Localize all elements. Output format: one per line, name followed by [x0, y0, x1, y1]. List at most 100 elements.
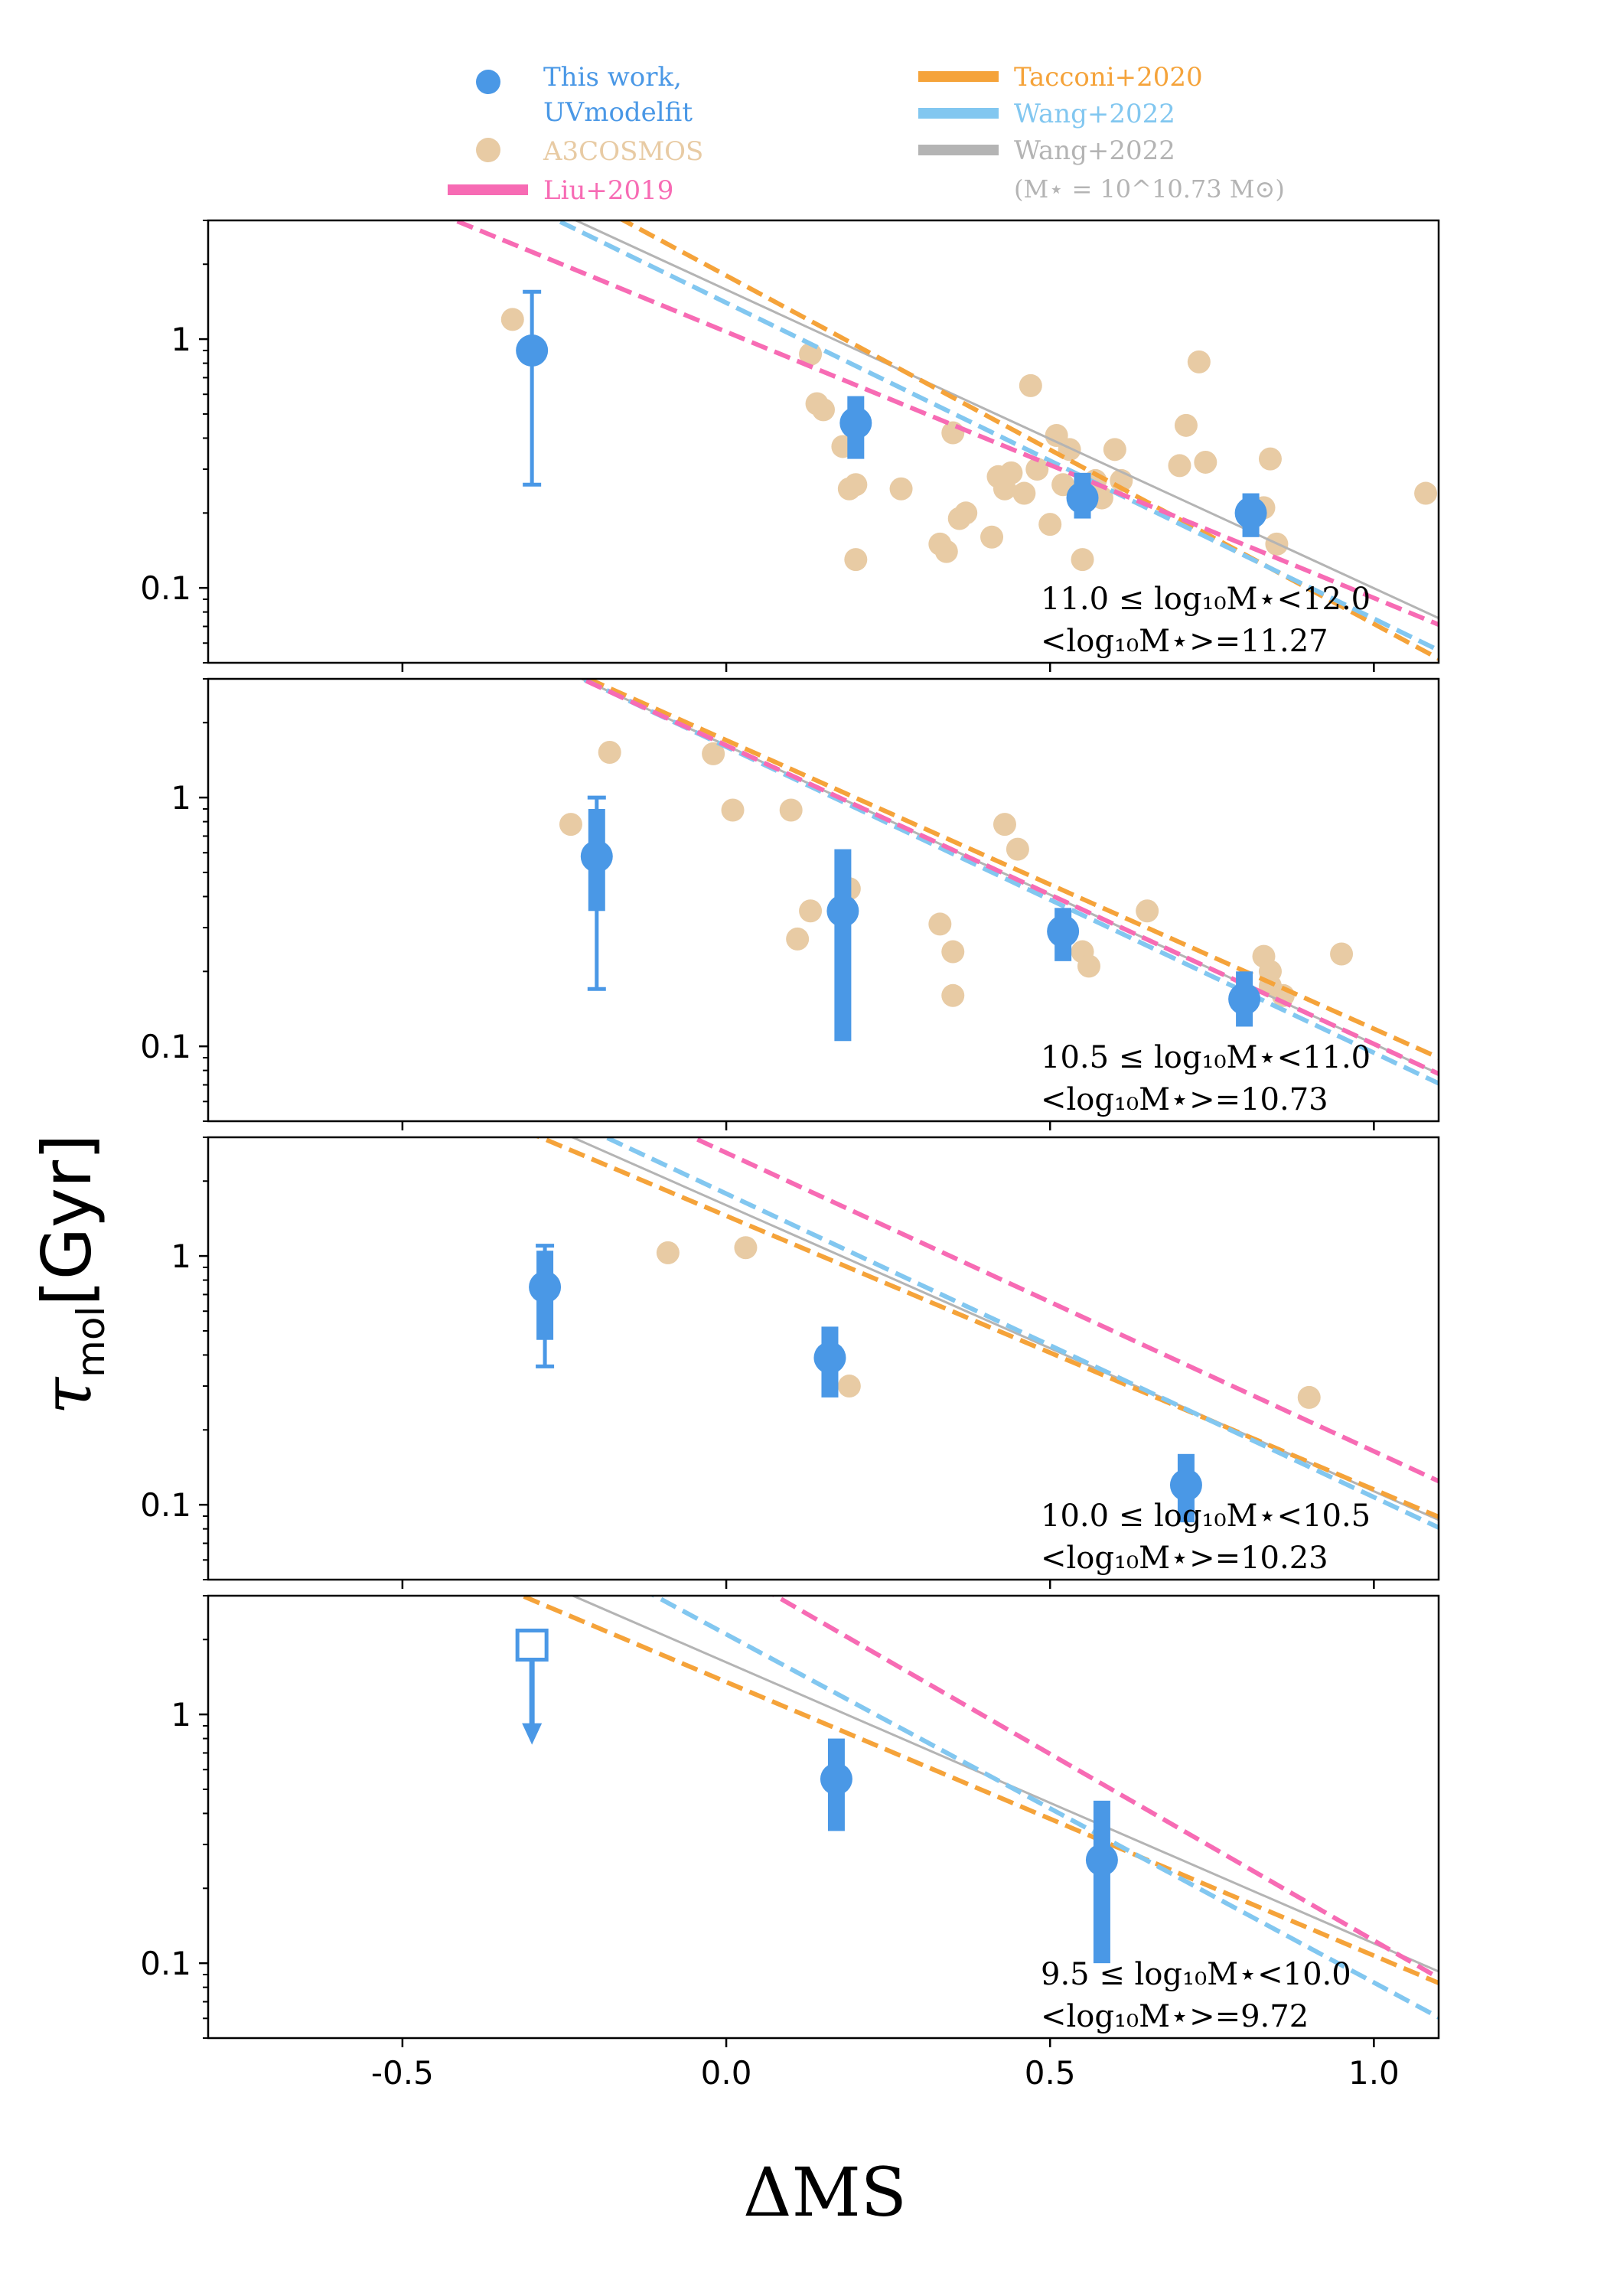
this-work-point	[1085, 1844, 1118, 1877]
a3cosmos-point	[999, 461, 1023, 484]
x-tick-label: 0.5	[1025, 2054, 1076, 2092]
relation-line-tacconi	[516, 1596, 1439, 1985]
panel-mean-mass-label: <log₁₀M⋆>=11.27	[1041, 624, 1328, 659]
x-axis-label: ΔMS	[743, 2153, 907, 2232]
legend-this-work-label: This work,	[543, 62, 682, 93]
a3cosmos-point	[941, 983, 965, 1007]
this-work-point	[826, 895, 859, 928]
a3cosmos-point	[934, 540, 958, 563]
legend-wang-blue-label: Wang+2022	[1014, 99, 1175, 129]
a3cosmos-point	[1297, 1385, 1321, 1409]
relation-line-tacconi	[582, 679, 1439, 1060]
this-work-errorbar-thick	[1093, 1800, 1110, 1964]
a3cosmos-point	[1019, 373, 1042, 397]
a3cosmos-point	[812, 398, 835, 422]
legend-wang-gray-label: Wang+2022	[1014, 135, 1175, 166]
this-work-point	[1234, 497, 1267, 530]
relation-line-wang-gray	[569, 1596, 1439, 1973]
x-tick-label: 0.0	[701, 2054, 752, 2092]
relation-line-wang-blue	[552, 220, 1439, 653]
panel-frame	[207, 219, 1440, 664]
a3cosmos-point	[1006, 837, 1029, 861]
panel-mean-mass-label: <log₁₀M⋆>=10.73	[1041, 1082, 1328, 1117]
relation-line-wang-blue	[650, 1596, 1439, 2020]
a3cosmos-point	[993, 813, 1016, 837]
panel-mass-range-label: 11.0 ≤ log₁₀M⋆<12.0	[1041, 582, 1371, 617]
y-tick-label: 0.1	[140, 1945, 191, 1982]
panel-plot-area	[559, 679, 1439, 1086]
y-tick-label: 1	[171, 321, 191, 358]
panel-mass-range-label: 10.0 ≤ log₁₀M⋆<10.5	[1041, 1499, 1371, 1534]
relation-line-liu	[687, 1137, 1439, 1484]
y-axis-label-text: τmol[Gyr]	[28, 1133, 113, 1414]
a3cosmos-point	[702, 742, 725, 765]
panel-frame	[207, 677, 1440, 1123]
a3cosmos-point	[721, 798, 745, 822]
legend-tacconi-label: Tacconi+2020	[1014, 62, 1203, 93]
a3cosmos-point	[941, 940, 965, 964]
panel-mass-range-label: 10.5 ≤ log₁₀M⋆<11.0	[1041, 1040, 1371, 1075]
a3cosmos-point	[837, 1375, 861, 1398]
this-work-upper-limit-arrowhead	[522, 1723, 543, 1745]
relation-line-liu	[771, 1596, 1439, 1980]
a3cosmos-point	[1136, 899, 1159, 923]
a3cosmos-point	[844, 473, 868, 497]
a3cosmos-point	[1071, 548, 1094, 572]
a3cosmos-point	[1187, 350, 1211, 373]
relation-line-wang-gray	[573, 220, 1439, 619]
panel-4: -0.5 0.0 0.5 1.0 0.1 1 9.5 ≤ log₁₀M⋆<10.0 <log₁…	[140, 1594, 1440, 2092]
relation-line-wang-blue	[600, 1137, 1439, 1530]
legend-a3cosmos-label: A3COSMOS	[543, 136, 703, 167]
a3cosmos-point	[656, 1241, 680, 1264]
x-tick-label: 1.0	[1348, 2054, 1400, 2092]
a3cosmos-point	[559, 813, 582, 837]
this-work-point	[1047, 915, 1080, 947]
a3cosmos-point	[928, 912, 952, 936]
this-work-point	[580, 840, 613, 872]
this-work-point	[820, 1763, 852, 1795]
panel-1: 0.1 1 11.0 ≤ log₁₀M⋆<12.0 <log₁₀M⋆>=11.27	[140, 219, 1440, 672]
panel-plot-area	[529, 1137, 1439, 1530]
a3cosmos-point	[1038, 513, 1062, 536]
this-work-point	[1228, 983, 1261, 1016]
y-axis-label: τmol[Gyr]	[28, 1133, 113, 1414]
panel-mean-mass-label: <log₁₀M⋆>=10.23	[1041, 1541, 1328, 1576]
x-tick-label: -0.5	[371, 2054, 434, 2092]
panel-plot-area	[515, 1596, 1439, 2020]
this-work-errorbar-thick	[834, 849, 852, 1042]
this-work-point	[1066, 481, 1099, 514]
panel-2: 0.1 1 10.5 ≤ log₁₀M⋆<11.0 <log₁₀M⋆>=10.73	[140, 677, 1440, 1130]
this-work-point	[1169, 1469, 1202, 1502]
a3cosmos-point	[1330, 942, 1354, 966]
this-work-point	[839, 406, 872, 439]
a3cosmos-point	[1168, 454, 1191, 478]
legend-wang-gray-note: (M⋆ = 10^10.73 M⊙)	[1014, 174, 1285, 204]
a3cosmos-point	[734, 1236, 758, 1260]
y-tick-label: 0.1	[140, 569, 191, 607]
a3cosmos-point	[500, 308, 524, 331]
a3cosmos-point	[786, 927, 810, 951]
a3cosmos-point	[598, 740, 621, 764]
y-tick-label: 1	[171, 1696, 191, 1733]
this-work-point	[516, 334, 549, 367]
panel-mass-range-label: 9.5 ≤ log₁₀M⋆<10.0	[1041, 1957, 1351, 1992]
a3cosmos-point	[1194, 450, 1217, 474]
a3cosmos-point	[1077, 954, 1100, 978]
a3cosmos-point	[980, 525, 1004, 549]
y-tick-label: 0.1	[140, 1028, 191, 1065]
a3cosmos-point	[799, 899, 823, 923]
a3cosmos-point	[1258, 447, 1282, 471]
relation-line-liu	[449, 220, 1439, 627]
this-work-point	[813, 1342, 846, 1375]
y-tick-label: 1	[171, 1238, 191, 1275]
legend-this-work-label-2: UVmodelfit	[543, 97, 693, 128]
a3cosmos-point	[1012, 481, 1036, 505]
legend: This work, UVmodelfit A3COSMOS Liu+2019 …	[448, 62, 1285, 206]
a3cosmos-point	[954, 501, 978, 525]
y-tick-label: 1	[171, 779, 191, 817]
panel-3: 0.1 1 10.0 ≤ log₁₀M⋆<10.5 <log₁₀M⋆>=10.23	[140, 1136, 1440, 1589]
legend-this-work-marker	[476, 70, 500, 94]
legend-a3cosmos-marker	[476, 138, 500, 162]
